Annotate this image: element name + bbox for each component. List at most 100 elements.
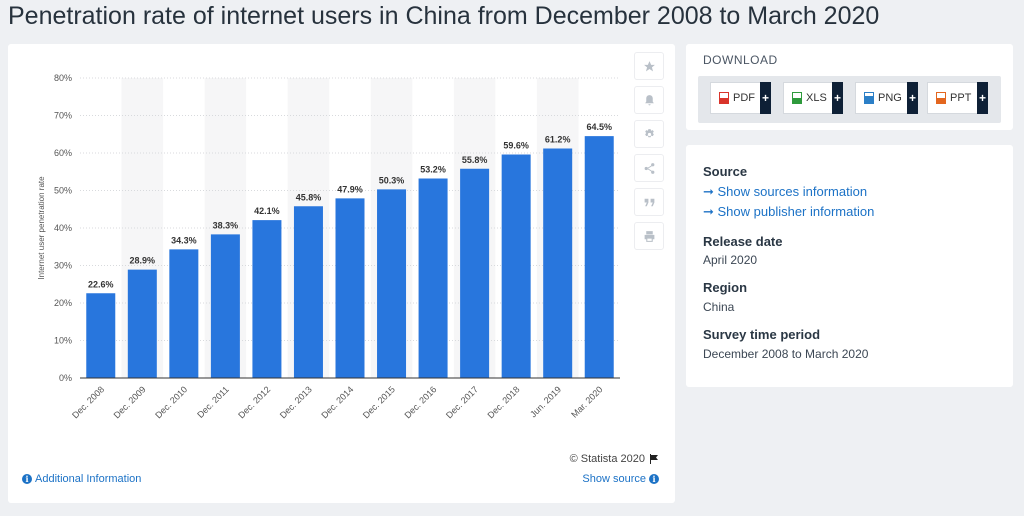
y-tick-label: 70%	[54, 111, 72, 121]
download-png-label: PNG	[878, 92, 902, 104]
xls-file-icon	[792, 92, 802, 104]
bar	[127, 269, 157, 378]
data-label: 28.9%	[130, 256, 156, 266]
info-icon: i	[22, 474, 32, 484]
download-png-button[interactable]: PNG +	[855, 82, 918, 114]
download-xls-label: XLS	[806, 92, 827, 104]
download-card: DOWNLOAD PDF + XLS + PNG + PPT +	[686, 44, 1013, 130]
release-date-value: April 2020	[703, 253, 758, 267]
data-label: 22.6%	[88, 279, 114, 289]
notification-button[interactable]	[634, 86, 664, 114]
x-tick-label: Dec. 2012	[236, 384, 272, 420]
bar	[252, 220, 282, 378]
favorite-button[interactable]	[634, 52, 664, 80]
y-tick-label: 50%	[54, 186, 72, 196]
show-source-label: Show source	[582, 473, 646, 485]
x-tick-label: Dec. 2015	[361, 384, 397, 420]
plus-icon: +	[832, 82, 843, 114]
region-heading: Region	[703, 280, 748, 295]
additional-info-label: Additional Information	[35, 473, 142, 485]
page-title: Penetration rate of internet users in Ch…	[8, 2, 880, 30]
png-file-icon	[864, 92, 874, 104]
plus-icon: +	[907, 82, 918, 114]
y-tick-label: 20%	[54, 298, 72, 308]
download-ppt-label: PPT	[950, 92, 972, 104]
download-xls-button[interactable]: XLS +	[783, 82, 843, 114]
download-bar: PDF + XLS + PNG + PPT +	[698, 76, 1001, 123]
x-tick-label: Dec. 2013	[278, 384, 314, 420]
data-label: 34.3%	[171, 235, 197, 245]
data-label: 61.2%	[545, 135, 571, 145]
info-icon: i	[649, 474, 659, 484]
print-icon	[644, 230, 654, 242]
star-icon	[643, 60, 655, 71]
bar	[543, 148, 573, 378]
x-tick-label: Dec. 2014	[319, 384, 355, 420]
data-label: 50.3%	[379, 175, 405, 185]
bar-chart: 0% 10% 20% 30% 40% 50% 60% 70% 80% Internet user …	[37, 73, 620, 420]
x-tick-label: Dec. 2016	[402, 384, 438, 420]
bar	[584, 136, 614, 378]
copyright: © Statista 2020	[570, 453, 659, 465]
bar	[86, 293, 116, 378]
plus-icon: +	[760, 82, 771, 114]
show-publisher-link[interactable]: ➞ Show publisher information	[703, 204, 875, 219]
x-tick-label: Jun. 2019	[528, 384, 563, 419]
show-source-link[interactable]: Show source i	[582, 473, 659, 485]
survey-period-heading: Survey time period	[703, 327, 821, 342]
data-label: 42.1%	[254, 206, 280, 216]
bar	[460, 168, 490, 378]
ppt-file-icon	[936, 92, 946, 104]
data-label: 47.9%	[337, 184, 363, 194]
release-date-heading: Release date	[703, 234, 783, 249]
bar	[418, 178, 448, 378]
survey-period-value: December 2008 to March 2020	[703, 347, 869, 361]
additional-info-link[interactable]: i Additional Information	[22, 473, 141, 485]
download-pdf-button[interactable]: PDF +	[710, 82, 771, 114]
pdf-file-icon	[719, 92, 729, 104]
y-tick-label: 80%	[54, 73, 72, 83]
meta-card: Source ➞ Show sources information ➞ Show…	[686, 145, 1013, 387]
x-tick-label: Dec. 2017	[444, 384, 480, 420]
share-button[interactable]	[634, 154, 664, 182]
plus-icon: +	[977, 82, 988, 114]
x-tick-label: Dec. 2008	[70, 384, 106, 420]
region-value: China	[703, 300, 735, 314]
bar	[377, 189, 407, 378]
cite-button[interactable]	[634, 188, 664, 216]
source-heading: Source	[703, 164, 748, 179]
x-tick-label: Mar. 2020	[569, 384, 604, 419]
show-sources-link[interactable]: ➞ Show sources information	[703, 184, 868, 199]
bar	[293, 206, 323, 378]
bar	[169, 249, 199, 378]
download-pdf-label: PDF	[733, 92, 755, 104]
chart-card: 0% 10% 20% 30% 40% 50% 60% 70% 80% Internet user …	[8, 44, 675, 503]
download-ppt-button[interactable]: PPT +	[927, 82, 988, 114]
y-tick-label: 10%	[54, 336, 72, 346]
download-title: DOWNLOAD	[703, 53, 778, 67]
copyright-text: © Statista 2020	[569, 453, 645, 465]
x-tick-label: Dec. 2011	[195, 384, 231, 420]
quote-icon	[644, 198, 654, 206]
y-tick-label: 30%	[54, 261, 72, 271]
bar	[501, 154, 531, 378]
y-axis-title: Internet user penetration rate	[37, 176, 46, 280]
print-button[interactable]	[634, 222, 664, 250]
x-tick-label: Dec. 2009	[112, 384, 148, 420]
x-tick-label: Dec. 2018	[485, 384, 521, 420]
data-label: 64.5%	[586, 122, 612, 132]
settings-button[interactable]	[634, 120, 664, 148]
bar	[335, 198, 365, 378]
data-label: 59.6%	[503, 141, 529, 151]
data-label: 38.3%	[213, 220, 239, 230]
share-icon	[644, 162, 654, 174]
y-tick-label: 40%	[54, 223, 72, 233]
chart-toolbar	[634, 52, 664, 256]
gear-icon	[644, 128, 654, 137]
y-tick-label: 60%	[54, 148, 72, 158]
bell-icon	[644, 94, 654, 105]
flag-icon[interactable]	[649, 454, 659, 464]
data-label: 55.8%	[462, 155, 488, 165]
data-label: 53.2%	[420, 165, 446, 175]
data-label: 45.8%	[296, 192, 322, 202]
